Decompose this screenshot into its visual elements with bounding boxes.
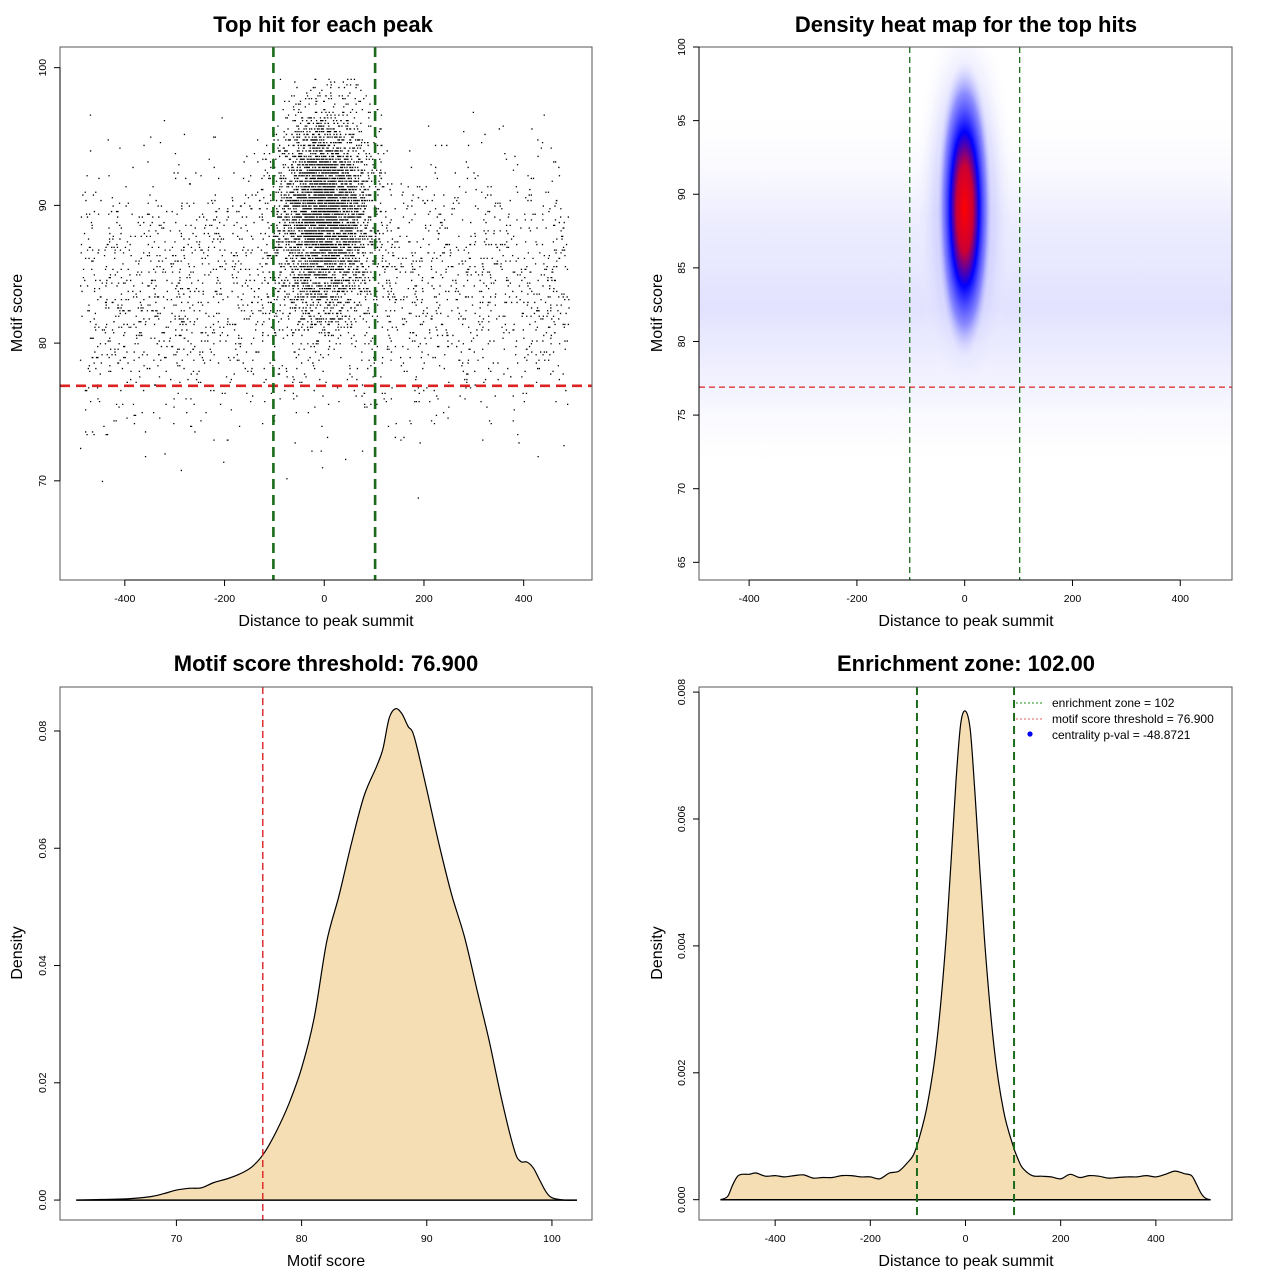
x-tick-label: 0 (963, 1233, 969, 1245)
score-density-title: Motif score threshold: 76.900 (174, 651, 478, 676)
legend-entry-centrality: centrality p-val = -48.8721 (1027, 728, 1191, 742)
legend-entry-motif-threshold: motif score threshold = 76.900 (1016, 712, 1214, 726)
legend-label: enrichment zone = 102 (1052, 696, 1175, 710)
legend-label: centrality p-val = -48.8721 (1052, 728, 1191, 742)
scatter-y-axis: 70 80 90 100 (37, 59, 61, 487)
y-tick-label: 0.006 (676, 806, 688, 832)
y-tick-label: 80 (676, 335, 688, 347)
distance-density-title: Enrichment zone: 102.00 (837, 651, 1095, 676)
x-tick-label: -200 (846, 593, 867, 605)
y-tick-label: 80 (37, 337, 49, 349)
distance-density-x-label: Distance to peak summit (878, 1253, 1054, 1270)
heatmap-y-axis: 65 70 75 80 85 90 95 100 (676, 38, 700, 568)
heatmap-panel: Density heat map for the top hits -400 -2… (649, 12, 1233, 630)
scatter-y-label: Motif score (9, 274, 26, 352)
y-tick-label: 0.02 (37, 1072, 49, 1093)
score-density-panel: Motif score threshold: 76.900 70 80 90 100 … (9, 651, 593, 1270)
y-tick-label: 100 (676, 38, 688, 56)
density-curve (76, 707, 578, 1201)
x-tick-label: 400 (515, 593, 533, 605)
score-density-y-axis: 0.00 0.02 0.04 0.06 0.08 (37, 721, 61, 1211)
y-tick-label: 0.000 (676, 1186, 688, 1212)
x-tick-label: 90 (421, 1233, 433, 1245)
x-tick-label: -200 (860, 1233, 881, 1245)
x-tick-label: 0 (962, 593, 968, 605)
y-tick-label: 95 (676, 115, 688, 127)
distance-density-y-axis: 0.000 0.002 0.004 0.006 0.008 (676, 679, 700, 1213)
distance-density-y-label: Density (649, 926, 666, 979)
legend-label: motif score threshold = 76.900 (1052, 712, 1214, 726)
scatter-title: Top hit for each peak (213, 12, 433, 37)
x-tick-label: 100 (543, 1233, 561, 1245)
x-tick-label: 200 (1064, 593, 1082, 605)
x-tick-label: 200 (1052, 1233, 1070, 1245)
heatmap-title: Density heat map for the top hits (795, 12, 1137, 37)
heatmap-reference-lines (699, 47, 1232, 580)
scatter-panel: Top hit for each peak -400 -200 0 200 400 70… (9, 12, 593, 630)
x-tick-label: -400 (739, 593, 760, 605)
x-tick-label: -400 (114, 593, 135, 605)
y-tick-label: 90 (37, 199, 49, 211)
x-tick-label: 70 (171, 1233, 183, 1245)
y-tick-label: 0.008 (676, 679, 688, 705)
score-density-x-axis: 70 80 90 100 (171, 1219, 561, 1245)
y-tick-label: 0.004 (676, 933, 688, 959)
heatmap-density-field (699, 47, 1232, 474)
y-tick-label: 0.002 (676, 1059, 688, 1085)
y-tick-label: 70 (37, 475, 49, 487)
x-tick-label: 80 (296, 1233, 308, 1245)
score-density-x-label: Motif score (287, 1253, 365, 1270)
x-tick-label: -200 (214, 593, 235, 605)
legend-point-icon (1027, 731, 1033, 737)
distance-density-reference-lines (915, 687, 1016, 1220)
legend-entry-enrichment-zone: enrichment zone = 102 (1016, 696, 1175, 710)
distance-density-panel: Enrichment zone: 102.00 -400 -200 0 200 400 … (649, 651, 1233, 1270)
density-fill (76, 708, 577, 1201)
y-tick-label: 70 (676, 483, 688, 495)
score-density-y-label: Density (9, 926, 26, 979)
y-tick-label: 75 (676, 409, 688, 421)
density-curve (720, 710, 1211, 1201)
density-fill (720, 710, 1211, 1200)
y-tick-label: 65 (676, 556, 688, 568)
y-tick-label: 90 (676, 188, 688, 200)
y-tick-label: 0.00 (37, 1190, 49, 1211)
x-tick-label: 400 (1147, 1233, 1165, 1245)
heatmap-x-axis: -400 -200 0 200 400 (739, 579, 1189, 605)
heatmap-y-label: Motif score (649, 274, 666, 352)
x-tick-label: 400 (1171, 593, 1189, 605)
scatter-reference-lines (60, 47, 592, 580)
x-tick-label: -400 (765, 1233, 786, 1245)
scatter-x-label: Distance to peak summit (238, 613, 414, 630)
x-tick-label: 200 (415, 593, 433, 605)
scatter-point-cloud (79, 78, 570, 499)
heatmap-x-label: Distance to peak summit (878, 613, 1054, 630)
y-tick-label: 0.04 (37, 955, 49, 976)
x-tick-label: 0 (321, 593, 327, 605)
y-tick-label: 85 (676, 262, 688, 274)
scatter-x-axis: -400 -200 0 200 400 (114, 579, 533, 605)
distance-density-x-axis: -400 -200 0 200 400 (765, 1219, 1165, 1245)
y-tick-label: 0.06 (37, 838, 49, 859)
heatmap-hotspot (936, 54, 994, 364)
score-density-area (76, 707, 578, 1201)
distance-density-area (720, 710, 1211, 1201)
legend: enrichment zone = 102 motif score thresh… (1016, 696, 1214, 742)
y-tick-label: 100 (37, 59, 49, 77)
y-tick-label: 0.08 (37, 721, 49, 742)
scatter-points (79, 78, 570, 499)
